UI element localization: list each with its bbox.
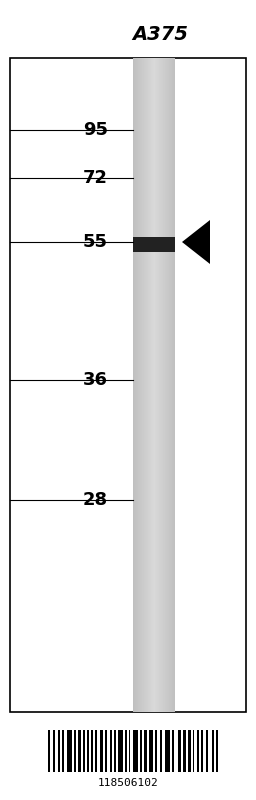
Bar xyxy=(129,730,130,772)
Bar xyxy=(140,730,142,772)
Bar xyxy=(48,730,50,772)
Bar xyxy=(10,58,246,712)
Bar xyxy=(149,730,153,772)
Bar xyxy=(91,730,93,772)
Bar xyxy=(110,730,112,772)
Bar xyxy=(157,58,158,712)
Bar xyxy=(133,730,138,772)
Bar xyxy=(145,58,146,712)
Bar xyxy=(136,58,137,712)
Bar xyxy=(135,58,136,712)
Bar xyxy=(173,730,174,772)
Bar xyxy=(87,730,89,772)
Bar xyxy=(83,730,84,772)
Bar xyxy=(154,58,155,712)
Bar xyxy=(165,58,166,712)
Bar xyxy=(147,58,148,712)
Bar xyxy=(133,237,175,252)
Bar xyxy=(169,58,170,712)
Bar xyxy=(183,730,186,772)
Bar xyxy=(216,730,218,772)
Bar xyxy=(144,730,147,772)
Bar xyxy=(133,58,134,712)
Bar xyxy=(119,730,123,772)
Bar xyxy=(143,58,144,712)
Bar xyxy=(212,730,214,772)
Bar xyxy=(206,730,208,772)
Bar xyxy=(95,730,97,772)
Bar xyxy=(156,58,157,712)
Bar xyxy=(173,58,174,712)
Bar xyxy=(162,58,163,712)
Bar xyxy=(166,58,167,712)
Text: 95: 95 xyxy=(83,121,108,139)
Text: 118506102: 118506102 xyxy=(98,778,158,788)
Text: 72: 72 xyxy=(83,169,108,187)
Bar xyxy=(170,58,171,712)
Bar xyxy=(178,730,181,772)
Bar xyxy=(78,730,81,772)
Polygon shape xyxy=(182,220,210,264)
Bar xyxy=(125,730,127,772)
Bar xyxy=(144,58,145,712)
Bar xyxy=(149,58,150,712)
Bar xyxy=(164,58,165,712)
Bar xyxy=(159,58,160,712)
Bar xyxy=(172,58,173,712)
Bar xyxy=(74,730,76,772)
Text: 28: 28 xyxy=(83,491,108,509)
Text: A375: A375 xyxy=(132,26,188,45)
Bar xyxy=(150,58,151,712)
Bar xyxy=(140,58,141,712)
Bar xyxy=(142,58,143,712)
Bar xyxy=(155,58,156,712)
Bar xyxy=(160,58,161,712)
Bar xyxy=(134,58,135,712)
Bar xyxy=(153,58,154,712)
Bar xyxy=(52,730,55,772)
Bar xyxy=(168,58,169,712)
Bar xyxy=(197,730,199,772)
Bar xyxy=(163,58,164,712)
Bar xyxy=(139,58,140,712)
Bar xyxy=(100,730,103,772)
Bar xyxy=(165,730,170,772)
Bar xyxy=(152,58,153,712)
Text: 55: 55 xyxy=(83,233,108,251)
Bar xyxy=(67,730,72,772)
Bar xyxy=(105,730,106,772)
Bar xyxy=(161,58,162,712)
Bar xyxy=(58,730,60,772)
Bar xyxy=(158,58,159,712)
Text: 36: 36 xyxy=(83,371,108,389)
Bar xyxy=(160,730,162,772)
Bar xyxy=(62,730,65,772)
Bar xyxy=(151,58,152,712)
Bar xyxy=(141,58,142,712)
Bar xyxy=(138,58,139,712)
Bar xyxy=(137,58,138,712)
Bar xyxy=(148,58,149,712)
Bar xyxy=(167,58,168,712)
Bar xyxy=(174,58,175,712)
Bar xyxy=(114,730,116,772)
Bar xyxy=(188,730,191,772)
Bar xyxy=(155,730,157,772)
Bar xyxy=(171,58,172,712)
Bar xyxy=(201,730,202,772)
Bar xyxy=(146,58,147,712)
Bar xyxy=(193,730,194,772)
